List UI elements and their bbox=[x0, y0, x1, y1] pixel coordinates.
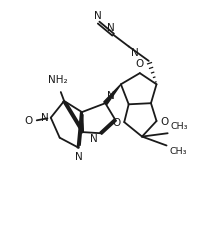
Text: N: N bbox=[107, 23, 115, 33]
Text: O: O bbox=[112, 118, 120, 128]
Text: NH₂: NH₂ bbox=[48, 75, 67, 85]
Polygon shape bbox=[104, 84, 121, 105]
Text: CH₃: CH₃ bbox=[170, 122, 188, 131]
Text: N: N bbox=[107, 91, 115, 100]
Text: N: N bbox=[90, 134, 98, 144]
Text: O: O bbox=[136, 59, 144, 69]
Text: N: N bbox=[41, 113, 49, 123]
Text: O: O bbox=[161, 117, 169, 127]
Text: N: N bbox=[75, 152, 82, 162]
Text: O: O bbox=[25, 116, 33, 127]
Text: N: N bbox=[94, 11, 101, 21]
Text: N: N bbox=[131, 47, 139, 58]
Text: CH₃: CH₃ bbox=[169, 147, 187, 156]
